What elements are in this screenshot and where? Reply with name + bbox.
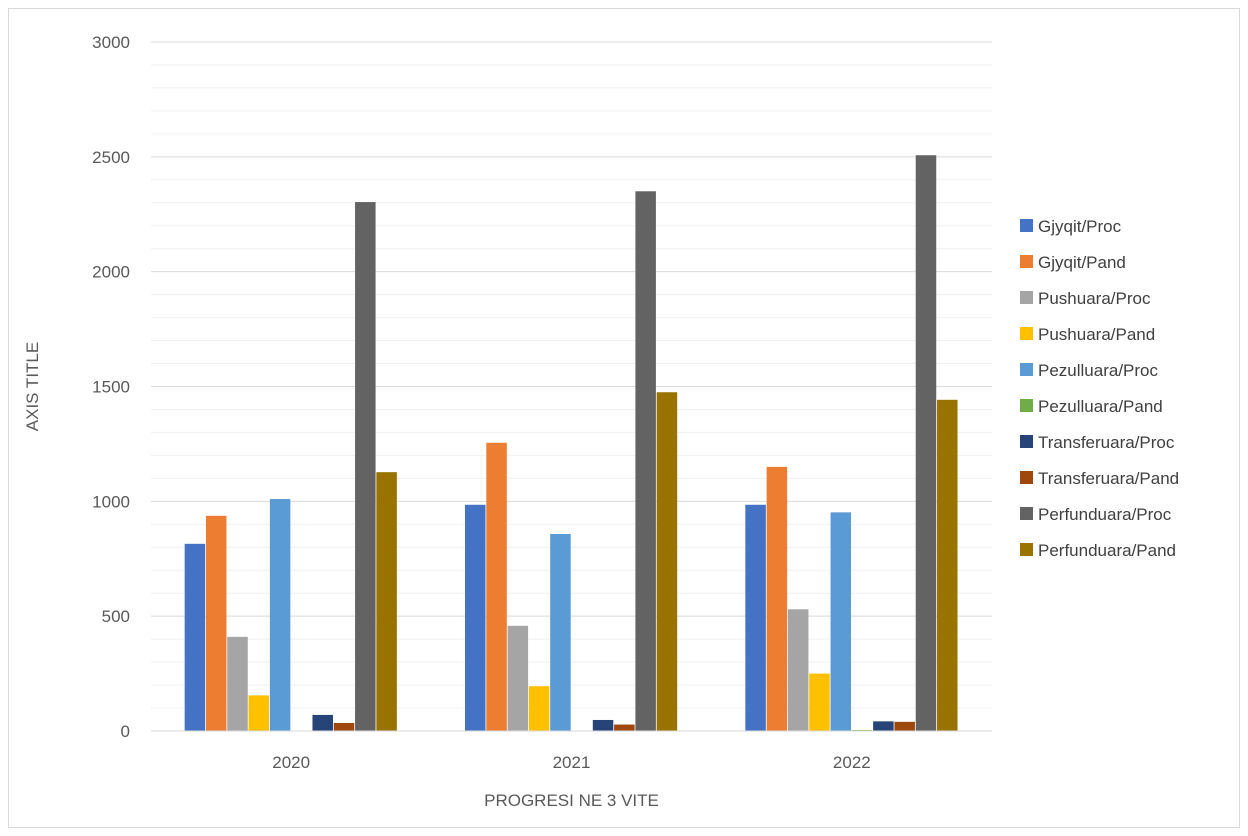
bar: [376, 472, 397, 731]
bar: [227, 636, 248, 731]
bar: [486, 442, 507, 731]
bar: [915, 155, 937, 732]
bar: [635, 191, 656, 732]
bar: [787, 609, 809, 731]
legend-swatch: [1020, 471, 1033, 484]
bar: [248, 695, 270, 731]
legend-label: Perfunduara/Pand: [1038, 541, 1176, 560]
legend-label: Pezulluara/Proc: [1038, 361, 1159, 380]
bar: [894, 721, 915, 731]
bar: [528, 686, 550, 731]
bar: [312, 714, 333, 731]
y-axis-title: AXIS TITLE: [23, 342, 42, 431]
bar: [507, 625, 529, 731]
legend-label: Gjyqit/Pand: [1038, 253, 1126, 272]
legend-swatch: [1020, 399, 1033, 412]
legend-swatch: [1020, 255, 1033, 268]
x-tick-label: 2021: [553, 753, 591, 772]
legend-label: Gjyqit/Proc: [1038, 217, 1122, 236]
bar: [592, 719, 614, 731]
bar: [745, 504, 766, 731]
gridlines: [151, 41, 992, 709]
bar: [465, 504, 486, 731]
bar: [205, 515, 227, 731]
y-tick-label: 2500: [92, 148, 130, 167]
legend-swatch: [1020, 363, 1033, 376]
y-tick-label: 1500: [92, 378, 130, 397]
y-tick-label: 3000: [92, 33, 130, 52]
x-tick-label: 2022: [833, 753, 871, 772]
y-tick-label: 0: [121, 722, 130, 741]
legend-swatch: [1020, 327, 1033, 340]
legend-label: Transferuara/Proc: [1038, 433, 1175, 452]
bar: [809, 673, 830, 731]
legend: Gjyqit/Proc Gjyqit/Pand Pushuara/Proc Pushu…: [1020, 217, 1179, 560]
y-tick-label: 2000: [92, 263, 130, 282]
bar: [937, 399, 958, 731]
bar: [766, 466, 788, 731]
legend-label: Transferuara/Pand: [1038, 469, 1179, 488]
bar: [550, 533, 571, 731]
legend-swatch: [1020, 543, 1033, 556]
x-axis-ticks: 2020 2021 2022: [272, 753, 870, 772]
legend-label: Pushuara/Pand: [1038, 325, 1155, 344]
bar: [355, 202, 376, 732]
bars: [184, 155, 958, 732]
legend-label: Perfunduara/Proc: [1038, 505, 1172, 524]
legend-swatch: [1020, 219, 1033, 232]
bar: [873, 721, 894, 731]
legend-label: Pezulluara/Pand: [1038, 397, 1163, 416]
bar: [656, 392, 678, 731]
legend-swatch: [1020, 507, 1033, 520]
bar: [614, 724, 635, 731]
x-axis-title: PROGRESI NE 3 VITE: [484, 791, 659, 810]
y-tick-label: 500: [102, 607, 130, 626]
bar: [269, 499, 291, 731]
y-tick-label: 1000: [92, 492, 130, 511]
legend-label: Pushuara/Proc: [1038, 289, 1151, 308]
y-axis-ticks: 0 500 1000 1500 2000 2500 3000: [92, 33, 130, 741]
bar: [184, 543, 206, 731]
x-tick-label: 2020: [272, 753, 310, 772]
legend-swatch: [1020, 435, 1033, 448]
legend-swatch: [1020, 291, 1033, 304]
bar: [333, 722, 355, 731]
bar: [830, 512, 852, 731]
